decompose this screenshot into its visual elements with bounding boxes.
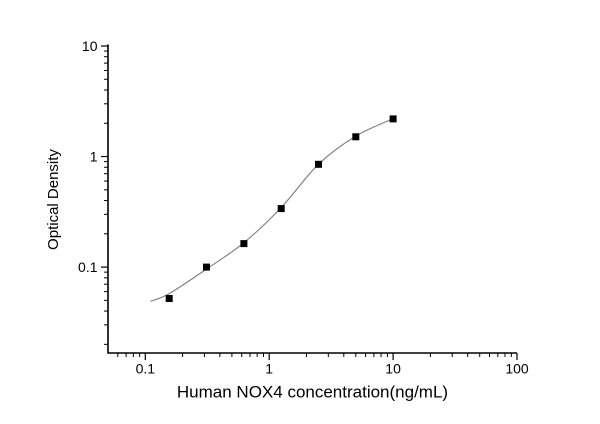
- y-tick-label: 0.1: [78, 259, 98, 275]
- y-axis-title: Optical Density: [45, 149, 62, 250]
- data-point-marker: [240, 240, 248, 248]
- x-tick-label: 0.1: [136, 361, 156, 377]
- x-tick-label: 1: [265, 361, 273, 377]
- data-point-marker: [315, 160, 322, 168]
- x-tick-label: 100: [505, 361, 529, 377]
- fit-curve: [150, 118, 394, 302]
- data-point-marker: [277, 205, 285, 213]
- x-tick-label: 10: [385, 361, 401, 377]
- data-point-marker: [165, 295, 173, 302]
- plot-area: 0.1 1 10 100 0.1 1 10: [78, 38, 529, 377]
- data-point-marker: [389, 115, 397, 123]
- data-point-marker: [352, 133, 360, 141]
- axis-spines: [107, 44, 517, 354]
- y-tick-label: 10: [82, 38, 98, 54]
- y-tick-label: 1: [90, 149, 98, 165]
- data-point-marker: [203, 263, 210, 271]
- x-axis-title: Human NOX4 concentration(ng/mL): [177, 383, 448, 402]
